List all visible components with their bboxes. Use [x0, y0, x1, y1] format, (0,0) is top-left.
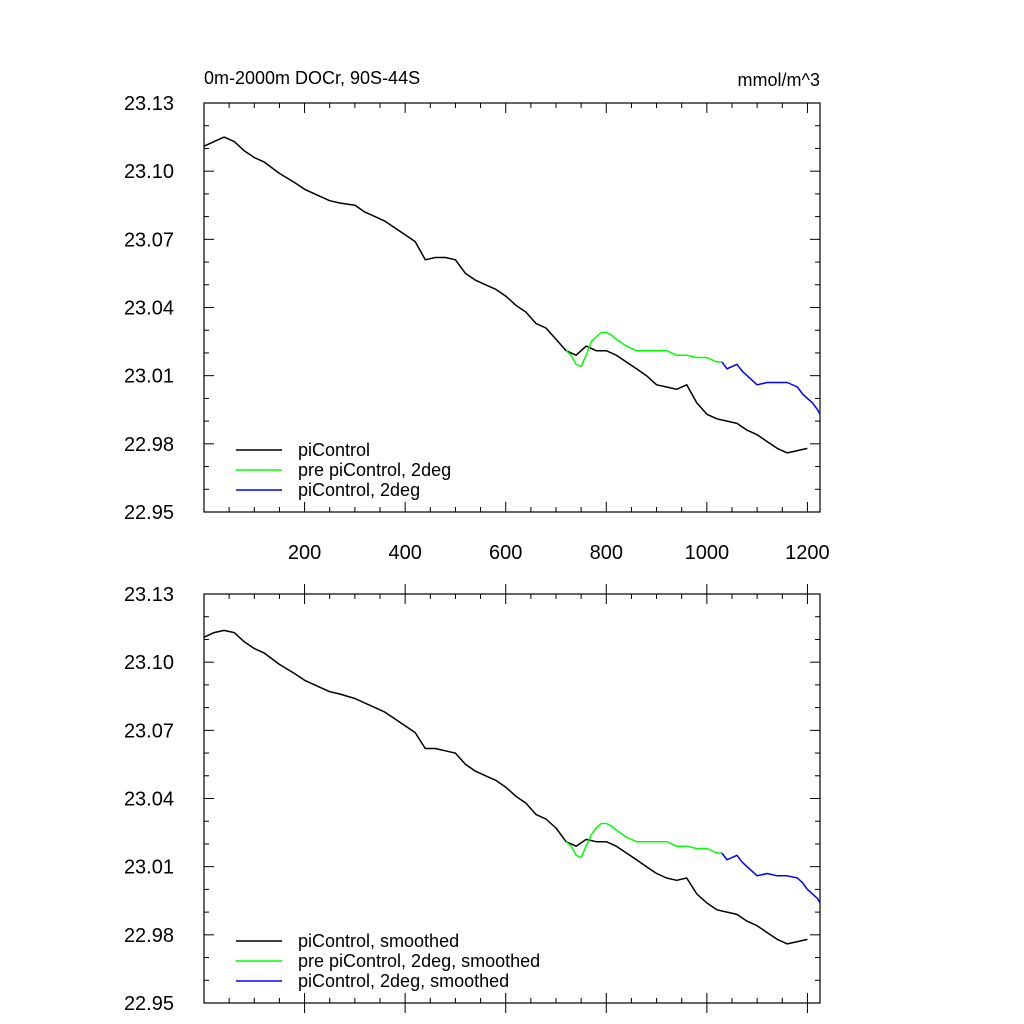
legend-label: piControl: [298, 440, 370, 460]
x-tick-label: 1000: [685, 542, 730, 564]
x-tick-label: 1200: [785, 542, 830, 564]
x-tick-label: 200: [288, 542, 321, 564]
top-panel: 0m-2000m DOCr, 90S-44S mmol/m^3 23.13 23.…: [124, 68, 830, 564]
series-line: [203, 136, 808, 454]
series-line: [721, 361, 821, 415]
y-tick-label: 23.01: [124, 857, 174, 879]
legend-label: piControl, 2deg: [298, 480, 420, 500]
legend-label: piControl, 2deg, smoothed: [298, 971, 509, 991]
y-tick-label: 23.04: [124, 789, 174, 811]
legend-label: pre piControl, 2deg: [298, 460, 451, 480]
plot-frame: [203, 593, 821, 1004]
legend-label: piControl, smoothed: [298, 931, 459, 951]
y-tick-label: 22.95: [124, 502, 174, 524]
chart-title: 0m-2000m DOCr, 90S-44S: [204, 68, 420, 88]
y-tick-label: 23.07: [124, 229, 174, 251]
legend-label: pre piControl, 2deg, smoothed: [298, 951, 540, 971]
x-tick-label: 400: [388, 542, 421, 564]
y-tick-label: 22.98: [124, 925, 174, 947]
series-line: [565, 822, 722, 859]
y-tick-label: 22.98: [124, 434, 174, 456]
x-tick-label: 600: [489, 542, 522, 564]
y-tick-label: 23.07: [124, 720, 174, 742]
plot-frame: [203, 102, 821, 513]
y-tick-label: 23.10: [124, 161, 174, 183]
series-line: [203, 629, 808, 945]
series-line: [565, 331, 722, 368]
y-tick-label: 23.13: [124, 584, 174, 606]
y-tick-label: 23.10: [124, 652, 174, 674]
bottom-panel: 23.13 23.10 23.07 23.04 23.01 22.98 22.95 piCon…: [124, 584, 821, 1015]
y-tick-label: 23.13: [124, 93, 174, 115]
units-label: mmol/m^3: [738, 70, 820, 90]
y-tick-label: 23.01: [124, 366, 174, 388]
x-tick-label: 800: [590, 542, 623, 564]
series-line: [721, 852, 821, 904]
y-tick-label: 22.95: [124, 993, 174, 1015]
y-tick-label: 23.04: [124, 298, 174, 320]
